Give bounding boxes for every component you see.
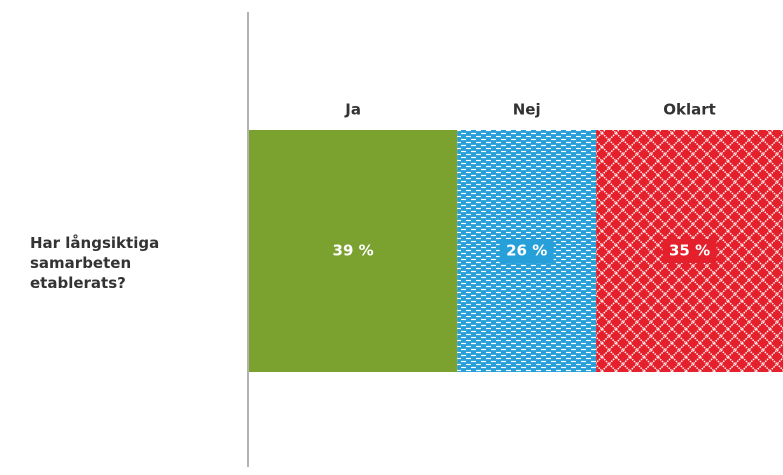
- value-label: 35 %: [669, 242, 710, 260]
- category-label: Har långsiktiga samarbeten etablerats?: [30, 234, 160, 292]
- label-bg: [499, 239, 554, 263]
- label-bg: [662, 239, 717, 263]
- bar-segment: [249, 130, 458, 372]
- value-label: 39 %: [333, 242, 374, 260]
- legend-label: Oklart: [663, 101, 716, 119]
- legend-label: Nej: [513, 101, 541, 119]
- legend-label: Ja: [344, 101, 361, 119]
- value-label: 26 %: [506, 242, 547, 260]
